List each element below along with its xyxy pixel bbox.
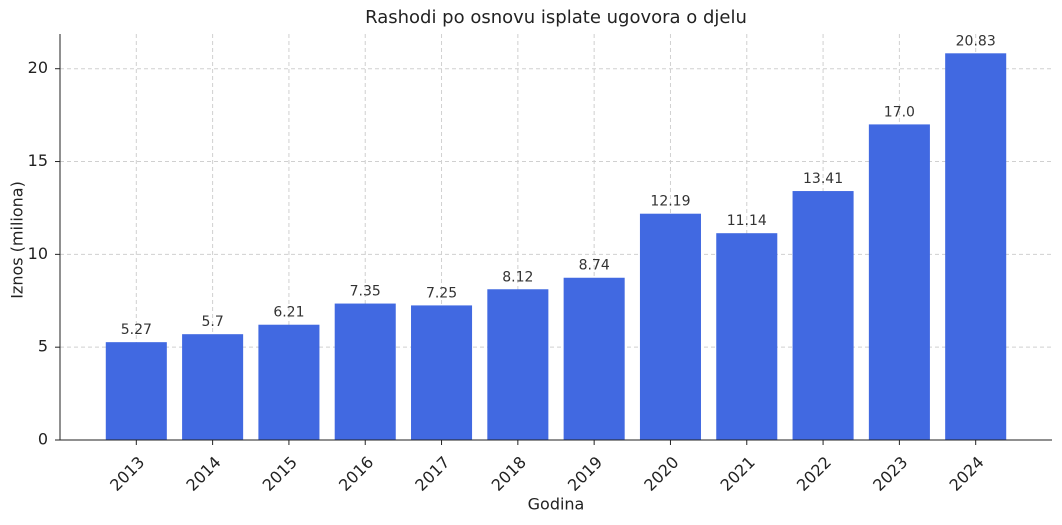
chart-title: Rashodi po osnovu isplate ugovora o djel… (365, 7, 747, 28)
bar (105, 342, 167, 440)
value-label: 8.12 (502, 269, 533, 285)
bar (716, 233, 778, 440)
bar (639, 213, 701, 440)
value-label: 11.14 (727, 213, 767, 229)
bar (182, 334, 244, 440)
y-tick-label: 5 (38, 337, 48, 356)
bar (487, 289, 549, 440)
value-label: 17.0 (884, 104, 915, 120)
value-label: 20.83 (956, 33, 996, 49)
bar (563, 277, 625, 440)
value-label: 7.35 (350, 284, 381, 300)
x-tick-label: 2022 (793, 453, 835, 495)
y-tick-label: 15 (28, 151, 48, 170)
x-tick-label: 2019 (564, 453, 606, 495)
x-tick-label: 2024 (945, 453, 987, 495)
y-axis-label: Iznos (miliona) (8, 181, 27, 299)
y-tick-label: 0 (38, 430, 48, 449)
x-tick-label: 2013 (106, 453, 148, 495)
x-tick-label: 2020 (640, 453, 682, 495)
value-label: 5.7 (201, 314, 223, 330)
x-axis-label: Godina (528, 495, 585, 514)
value-label: 13.41 (803, 171, 843, 187)
x-tick-label: 2014 (182, 453, 224, 495)
value-label: 5.27 (121, 322, 152, 338)
bar (868, 124, 930, 440)
x-tick-label: 2017 (411, 453, 453, 495)
x-tick-label: 2015 (259, 453, 301, 495)
x-tick-label: 2023 (869, 453, 911, 495)
value-label: 12.19 (650, 194, 690, 210)
value-label: 8.74 (579, 258, 610, 274)
y-tick-label: 20 (28, 58, 48, 77)
bar (334, 303, 396, 440)
value-label: 6.21 (273, 305, 304, 321)
x-tick-label: 2021 (717, 453, 759, 495)
bar (258, 324, 320, 440)
x-tick-label: 2018 (488, 453, 530, 495)
bar (792, 191, 854, 440)
bar (411, 305, 473, 440)
x-tick-label: 2016 (335, 453, 377, 495)
bar (945, 53, 1007, 440)
value-label: 7.25 (426, 285, 457, 301)
y-tick-label: 10 (28, 244, 48, 263)
